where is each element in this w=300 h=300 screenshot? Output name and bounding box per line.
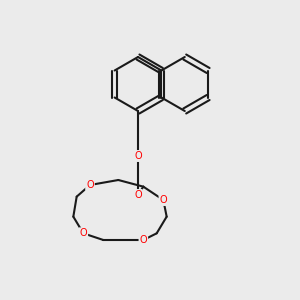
Text: O: O	[134, 151, 142, 161]
Text: O: O	[140, 235, 147, 245]
Text: O: O	[80, 228, 87, 238]
Text: O: O	[86, 180, 94, 190]
Text: O: O	[134, 190, 142, 200]
Text: O: O	[160, 195, 167, 205]
